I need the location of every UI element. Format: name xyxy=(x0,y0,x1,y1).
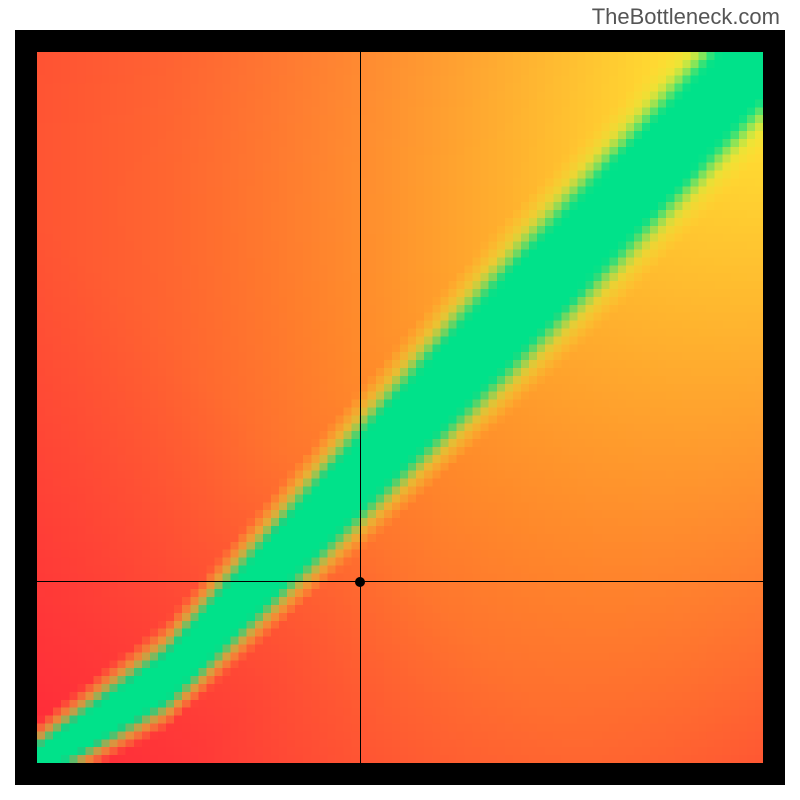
heatmap-canvas xyxy=(37,52,763,763)
data-point-marker xyxy=(355,577,365,587)
watermark-text: TheBottleneck.com xyxy=(592,4,780,30)
crosshair-vertical xyxy=(360,52,361,763)
heatmap-plot xyxy=(15,30,785,785)
root-container: TheBottleneck.com xyxy=(0,0,800,800)
crosshair-horizontal xyxy=(37,581,763,582)
